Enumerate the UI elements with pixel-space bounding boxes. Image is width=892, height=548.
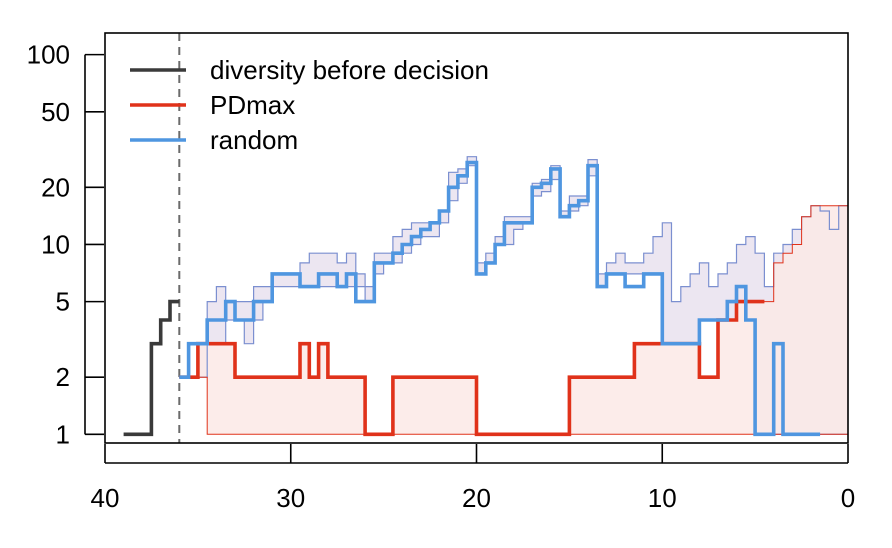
- x-tick-label: 10: [648, 483, 677, 513]
- y-tick-label: 10: [41, 229, 70, 259]
- series-line-diversity-before-decision: [123, 299, 180, 437]
- x-tick-label: 0: [841, 483, 855, 513]
- legend-label-diversity-before-decision: diversity before decision: [210, 55, 489, 85]
- y-tick-label: 50: [41, 97, 70, 127]
- y-tick-label: 1: [56, 419, 70, 449]
- confidence-bands: [179, 156, 849, 435]
- random-band-upper-edge: [179, 156, 848, 378]
- series-lines: [123, 160, 821, 437]
- y-tick-label: 5: [56, 287, 70, 317]
- y-tick-label: 100: [27, 40, 70, 70]
- plot-frame: [104, 32, 849, 444]
- y-tick-label: 2: [56, 362, 70, 392]
- x-tick-label: 30: [276, 483, 305, 513]
- x-axis: 40 30 20 10 0: [91, 444, 855, 513]
- x-tick-label: 40: [91, 483, 120, 513]
- series-line-pdmax: [179, 299, 765, 437]
- series-line-random: [179, 160, 821, 437]
- legend-label-pdmax: PDmax: [210, 90, 295, 120]
- pdmax-band: [179, 205, 849, 435]
- y-axis: 1 2 5 10 20 50 100: [27, 40, 104, 449]
- x-tick-label: 20: [462, 483, 491, 513]
- legend: diversity before decision PDmax random: [130, 55, 489, 155]
- y-tick-label: 20: [41, 172, 70, 202]
- legend-label-random: random: [210, 125, 298, 155]
